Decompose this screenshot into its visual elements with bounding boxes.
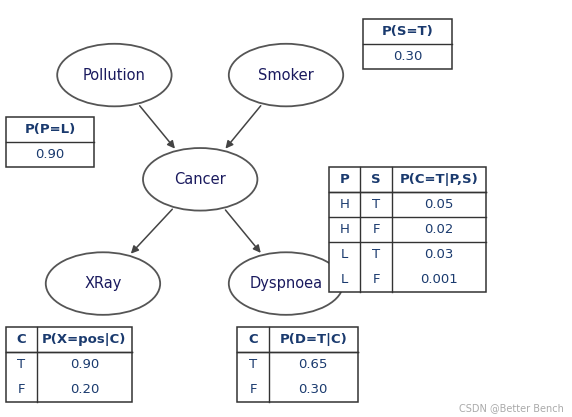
Text: C: C	[248, 333, 258, 347]
Text: 0.30: 0.30	[393, 50, 422, 63]
Text: S: S	[371, 173, 381, 186]
Text: 0.65: 0.65	[299, 358, 328, 372]
Ellipse shape	[57, 44, 172, 106]
Text: T: T	[17, 358, 26, 372]
Text: T: T	[372, 248, 380, 261]
Text: P(P=L): P(P=L)	[25, 123, 76, 136]
Text: Dyspnoea: Dyspnoea	[249, 276, 323, 291]
Text: 0.05: 0.05	[424, 198, 454, 211]
Bar	[329, 167, 486, 292]
Text: F: F	[18, 383, 25, 397]
Text: 0.90: 0.90	[35, 148, 65, 161]
Text: P(C=T|P,S): P(C=T|P,S)	[400, 173, 478, 186]
Text: P: P	[340, 173, 349, 186]
Bar	[237, 327, 358, 402]
Bar	[363, 19, 452, 69]
Text: 0.02: 0.02	[424, 223, 454, 236]
Text: F: F	[372, 273, 380, 286]
Text: Smoker: Smoker	[258, 68, 314, 83]
Bar	[6, 327, 132, 402]
Text: T: T	[372, 198, 380, 211]
Text: L: L	[341, 273, 348, 286]
Text: 0.90: 0.90	[70, 358, 99, 372]
Text: 0.30: 0.30	[299, 383, 328, 397]
Text: XRay: XRay	[84, 276, 122, 291]
Text: F: F	[372, 223, 380, 236]
Ellipse shape	[229, 44, 343, 106]
Ellipse shape	[143, 148, 257, 211]
Text: P(X=pos|C): P(X=pos|C)	[42, 333, 126, 347]
Text: Cancer: Cancer	[174, 172, 226, 187]
Ellipse shape	[46, 252, 160, 315]
Text: C: C	[17, 333, 26, 347]
Text: F: F	[249, 383, 257, 397]
Text: Pollution: Pollution	[83, 68, 146, 83]
Ellipse shape	[229, 252, 343, 315]
Text: H: H	[340, 198, 349, 211]
Text: T: T	[249, 358, 257, 372]
Text: CSDN @Better Bench: CSDN @Better Bench	[459, 403, 563, 413]
Text: L: L	[341, 248, 348, 261]
Text: 0.03: 0.03	[424, 248, 454, 261]
Text: P(S=T): P(S=T)	[382, 25, 434, 38]
Bar	[6, 117, 94, 167]
Text: H: H	[340, 223, 349, 236]
Text: 0.20: 0.20	[70, 383, 99, 397]
Text: 0.001: 0.001	[420, 273, 458, 286]
Text: P(D=T|C): P(D=T|C)	[279, 333, 347, 347]
